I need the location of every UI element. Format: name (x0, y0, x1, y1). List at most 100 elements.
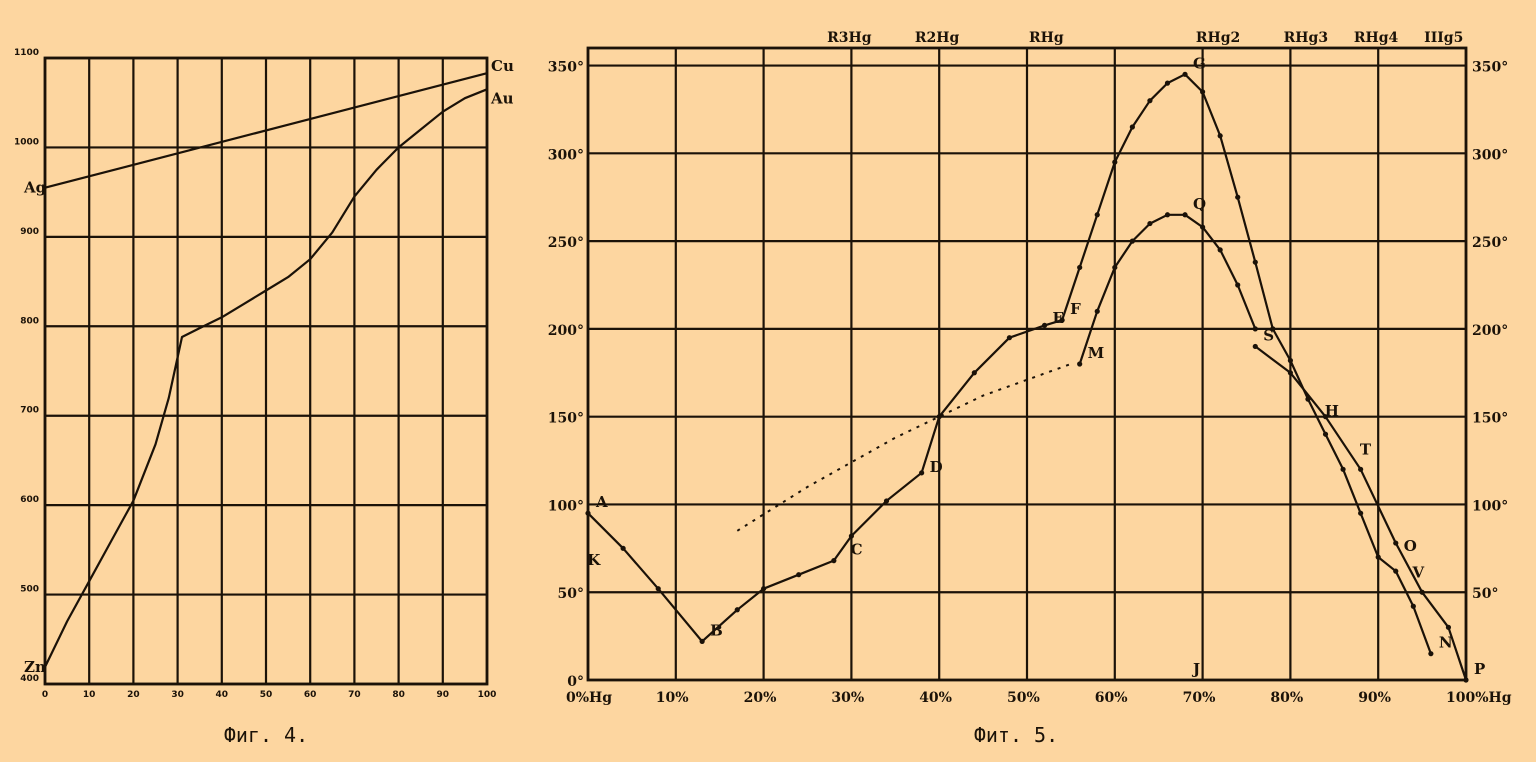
fig5-data-marker (1358, 510, 1364, 516)
fig5-data-marker (1252, 326, 1258, 332)
fig5-data-marker (1129, 124, 1135, 130)
fig5-data-marker (1393, 568, 1399, 574)
fig5-compound-label: IIIg5 (1424, 30, 1463, 46)
fig5-data-marker (655, 586, 661, 592)
fig5-point-label: M (1088, 344, 1105, 362)
fig5-x-tick-label: 0%Hg (566, 690, 612, 706)
fig5-point-label: H (1325, 402, 1339, 420)
fig5-point-label: E (1053, 309, 1064, 327)
fig4-y-tick-label: 600 (20, 495, 39, 505)
fig5-data-marker (1463, 677, 1469, 683)
fig5-data-marker (1006, 335, 1013, 341)
fig5-data-marker (936, 414, 942, 420)
fig5-y-tick-label-right: 150° (1472, 411, 1508, 427)
fig5-y-tick-label-left: 0° (567, 674, 584, 690)
fig5-caption: Фит. 5. (974, 723, 1058, 747)
fig5-data-marker (1164, 212, 1171, 218)
fig4-y-tick-label: 1000 (14, 137, 39, 147)
fig5-data-marker (1252, 259, 1258, 265)
fig5-data-marker (1375, 554, 1381, 560)
fig5-data-marker (1410, 603, 1416, 609)
fig5-point-label: T (1360, 441, 1372, 459)
fig5-point-label: D (930, 458, 943, 476)
fig5-y-tick-label-right: 300° (1472, 147, 1508, 163)
fig5-frame (586, 46, 1468, 682)
fig4-x-tick-label: 100 (478, 690, 497, 700)
fig5-data-marker (1094, 308, 1100, 314)
fig5-y-tick-label-right: 50° (1472, 586, 1498, 602)
fig5-data-marker (1077, 361, 1083, 367)
fig5-data-marker (1041, 322, 1048, 328)
fig5-y-tick-label-right: 200° (1472, 323, 1508, 339)
fig4-x-tick-label: 20 (127, 690, 140, 700)
fig5-data-marker (1217, 247, 1223, 253)
fig4-series-end-label: Au (490, 89, 514, 107)
fig4-y-tick-label: 800 (20, 316, 39, 326)
fig4-x-tick-label: 80 (392, 690, 405, 700)
fig5-data-marker (1129, 238, 1135, 244)
fig5-point-label: S (1263, 326, 1274, 344)
fig5-compound-label: RHg (1029, 30, 1064, 46)
fig4-x-tick-label: 50 (260, 690, 273, 700)
fig5-point-label: F (1070, 300, 1081, 318)
fig5-point-label: C (851, 541, 863, 559)
fig5-x-tick-label: 30% (831, 690, 864, 706)
fig5-x-tick-label: 20% (744, 690, 777, 706)
fig5-data-marker (1235, 194, 1241, 200)
fig5-point-label: B (710, 621, 723, 639)
fig4-x-tick-label: 10 (83, 690, 96, 700)
fig4-series-start-label: Zn (24, 658, 46, 676)
fig5-x-tick-label: 70% (1183, 690, 1216, 706)
fig5-point-label: G (1193, 54, 1206, 72)
fig5-series-line (587, 73, 1432, 655)
fig4-y-tick-label: 400 (20, 674, 39, 684)
fig5-data-marker (1164, 80, 1171, 86)
fig5-point-label: J (1191, 660, 1200, 678)
fig5-point-label: P (1474, 660, 1485, 678)
fig4-y-tick-label: 1100 (14, 48, 39, 58)
fig5-x-tick-label: 100%Hg (1446, 690, 1512, 706)
fig5-dotted-line (736, 363, 1072, 532)
fig4-series-line (44, 88, 488, 668)
fig5-data-marker (1200, 89, 1206, 95)
fig5-data-marker (1182, 71, 1188, 77)
fig5-data-marker (1340, 466, 1346, 472)
fig5-compound-label: RHg3 (1284, 30, 1328, 46)
fig5-data-marker (1059, 317, 1065, 323)
fig5-x-tick-label: 80% (1270, 690, 1303, 706)
fig5-y-tick-label-left: 100° (548, 498, 584, 514)
fig5-data-marker (971, 370, 977, 376)
fig5-data-marker (796, 572, 802, 578)
fig5-data-marker (1200, 224, 1206, 230)
fig5-x-tick-label: 40% (919, 690, 952, 706)
figure-5-chart: 0%Hg 10% 20% 30% 40% 50% 60% 70% 80% 90% 100%Hg 0° 5… (548, 30, 1512, 747)
fig5-data-marker (1112, 264, 1118, 271)
fig5-data-marker (1322, 414, 1329, 420)
fig5-data-marker (1393, 540, 1399, 546)
fig5-x-tick-label: 50% (1007, 690, 1040, 706)
fig4-y-tick-label: 700 (20, 406, 39, 416)
fig5-compound-label: R3Hg (827, 30, 872, 46)
fig5-data-marker (1217, 133, 1223, 139)
fig5-data-marker (1419, 589, 1425, 595)
fig5-data-marker (734, 607, 740, 613)
fig5-x-tick-label: 10% (656, 690, 689, 706)
fig5-data-marker (1358, 466, 1364, 472)
fig5-series-line (1254, 345, 1468, 681)
fig5-point-label: O (1404, 537, 1417, 555)
fig5-data-marker (1147, 220, 1153, 227)
fig4-x-tick-label: 30 (171, 690, 184, 700)
fig5-data-marker (1428, 651, 1434, 657)
fig5-y-tick-label-right: 100° (1472, 498, 1508, 514)
fig5-data-marker (585, 510, 591, 516)
fig5-data-marker (1287, 357, 1293, 364)
fig4-x-tick-label: 0 (42, 690, 48, 700)
fig5-y-tick-label-left: 300° (548, 147, 584, 163)
fig5-data-marker (1252, 343, 1258, 350)
fig4-series-line (44, 72, 488, 189)
fig5-x-tick-label: 90% (1358, 690, 1391, 706)
fig4-series-end-label: Cu (491, 57, 514, 75)
fig4-y-tick-label: 500 (20, 585, 39, 595)
fig4-grid (43, 56, 489, 686)
